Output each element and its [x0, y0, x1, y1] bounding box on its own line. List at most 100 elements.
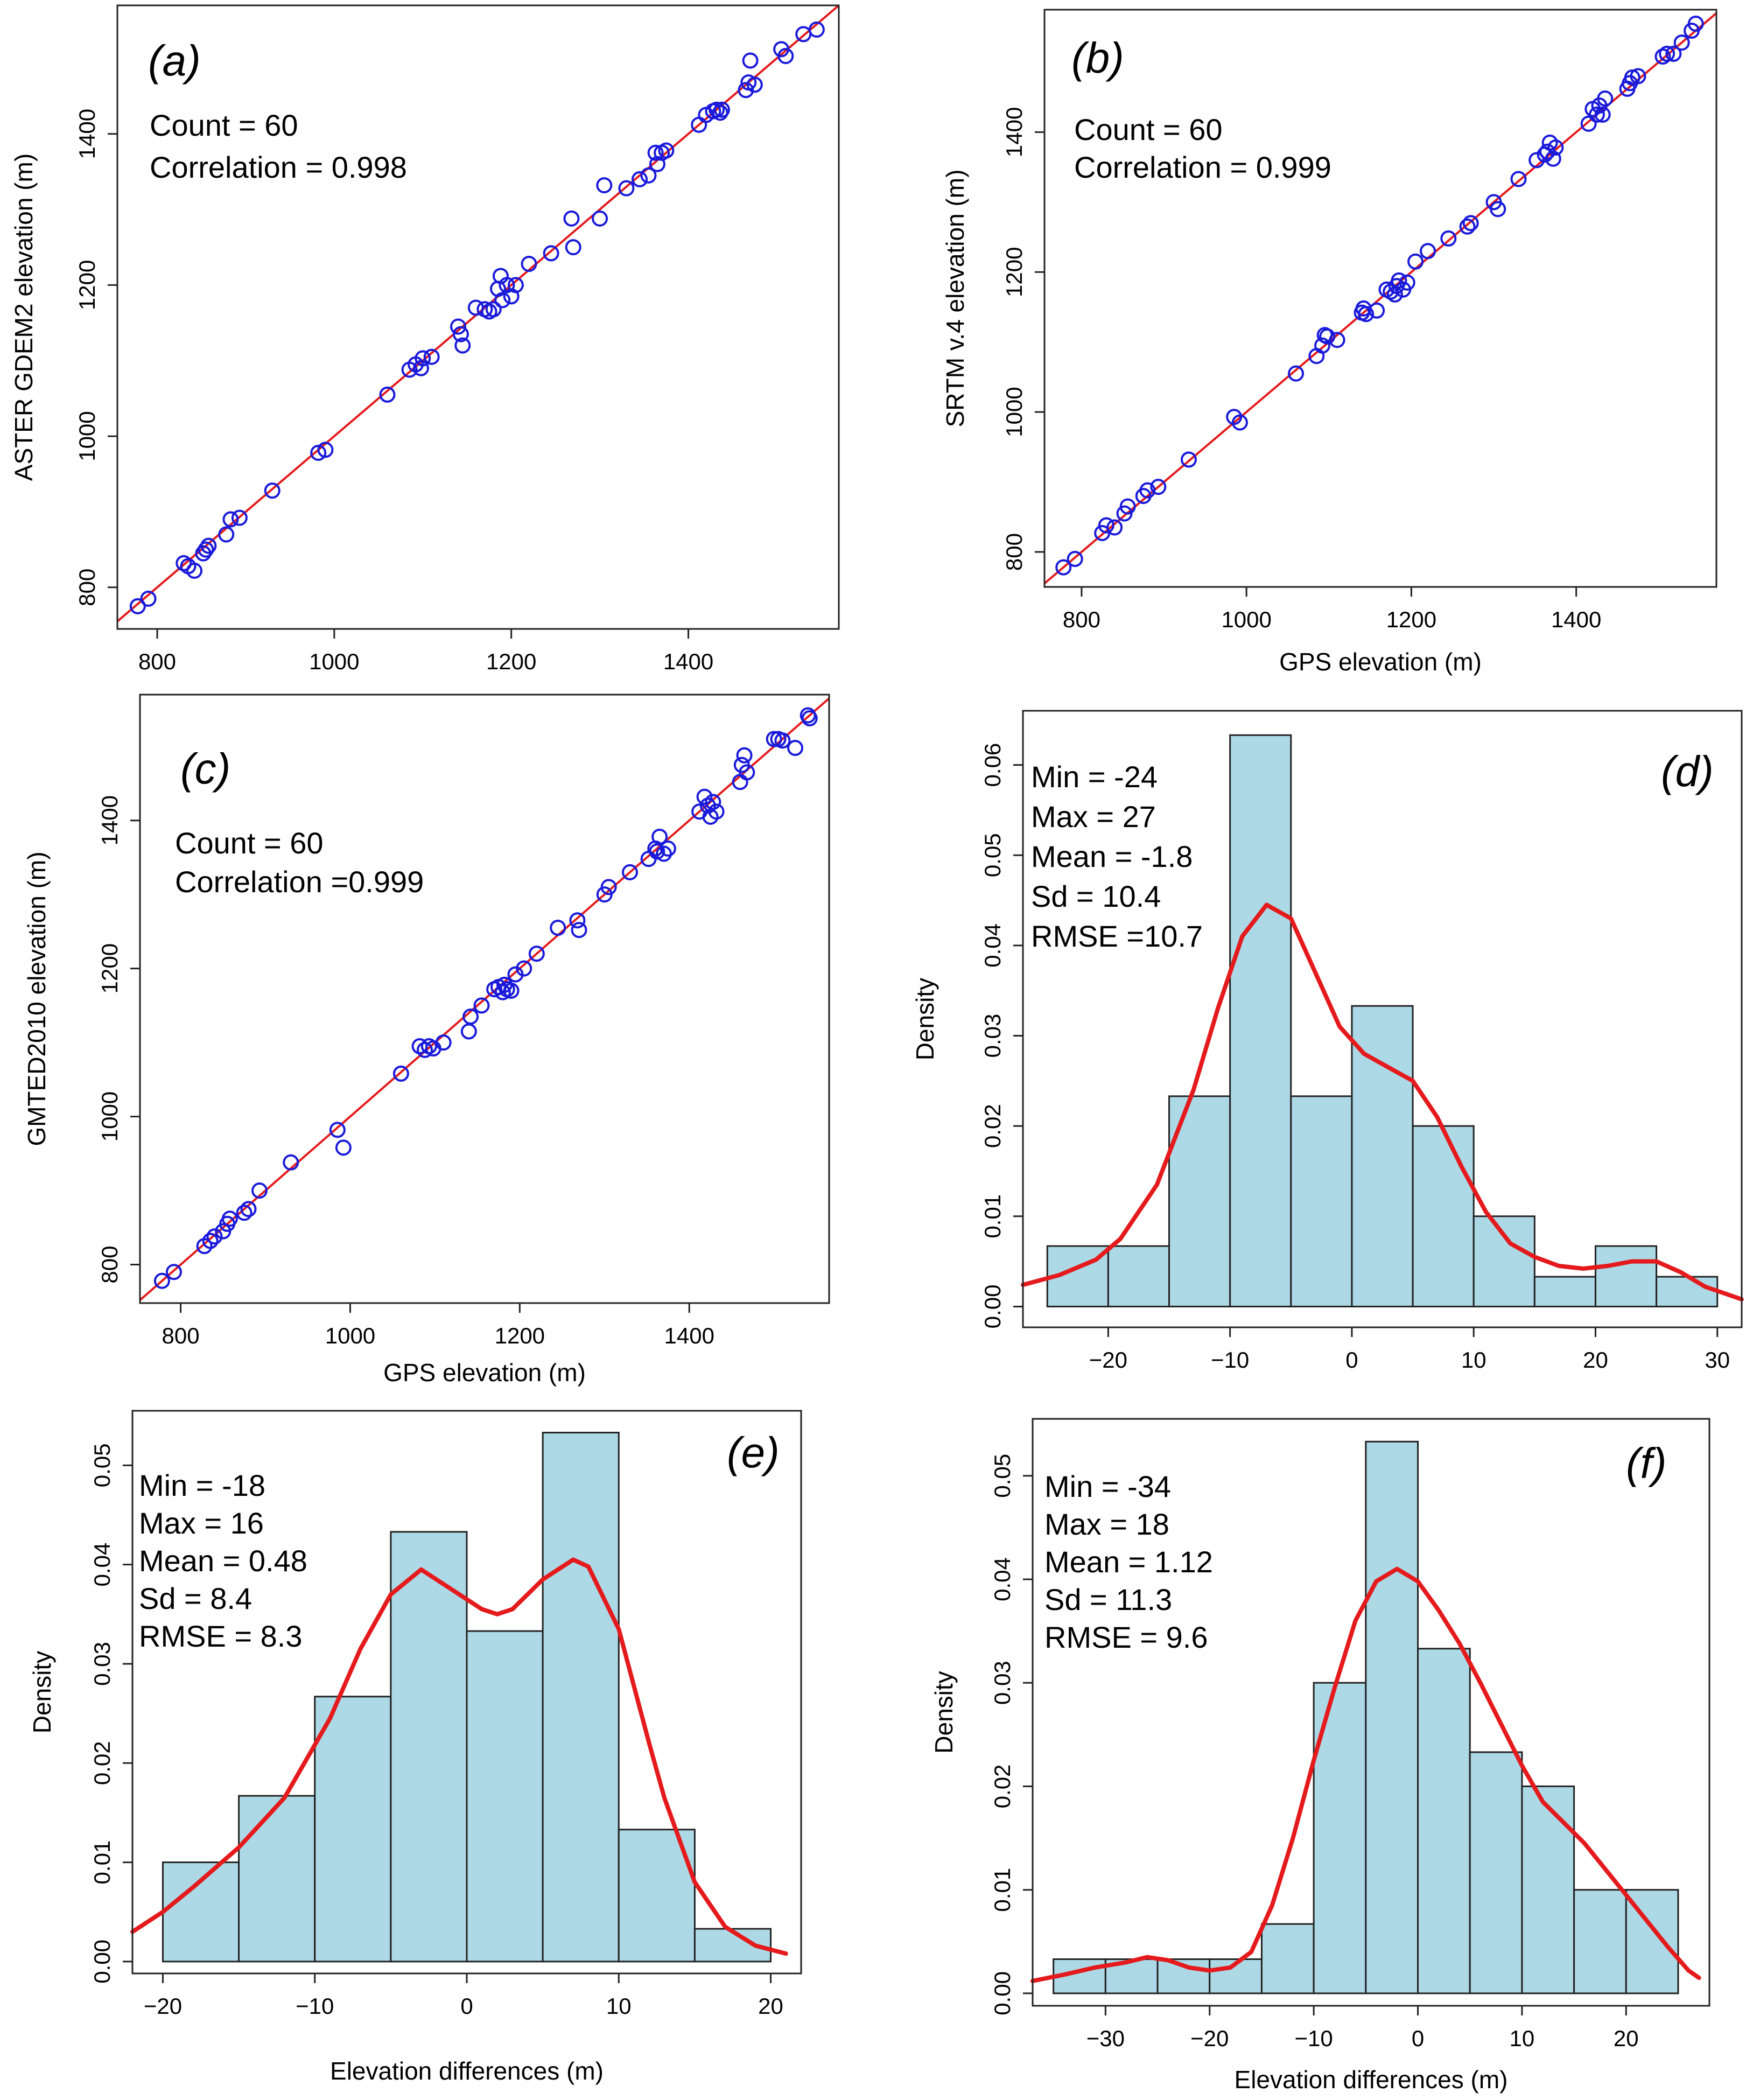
data-point [222, 511, 239, 528]
data-point [202, 1233, 219, 1249]
y-tick-label: 1200 [97, 943, 122, 993]
x-tick-label: 1200 [1386, 607, 1436, 632]
data-point [221, 1210, 238, 1227]
data-point [1067, 551, 1083, 568]
data-point [516, 960, 532, 977]
data-point [521, 256, 537, 272]
x-tick-label: 1400 [663, 649, 713, 674]
histogram-bar [314, 1696, 392, 1963]
plot-frame [116, 4, 840, 630]
data-point [569, 912, 586, 929]
stat-annotation: Min = -18 [139, 1468, 265, 1502]
data-point [460, 1023, 477, 1040]
data-point [1654, 48, 1671, 65]
data-point [528, 946, 545, 962]
data-point [165, 1264, 182, 1280]
density-curve [1030, 1566, 1701, 1983]
y-tick-label: 0.01 [990, 1868, 1015, 1912]
stat-annotation: Mean = 0.48 [139, 1544, 307, 1578]
data-point [1510, 171, 1527, 187]
data-point [801, 710, 818, 726]
y-tick-label: 0.04 [89, 1543, 115, 1587]
data-point [218, 526, 235, 543]
data-point [1440, 230, 1457, 247]
x-tick-label: 800 [162, 1323, 200, 1348]
x-tick-label: 1000 [325, 1323, 375, 1348]
data-point [494, 292, 511, 309]
y-tick-label: 1000 [97, 1091, 122, 1142]
x-tick-label: −20 [1089, 1347, 1127, 1373]
data-point [592, 210, 608, 227]
histogram-bar [1594, 1245, 1658, 1307]
y-tick-label: 0.05 [980, 833, 1005, 877]
data-point [1150, 479, 1167, 495]
data-point [452, 326, 469, 342]
data-point [596, 177, 613, 194]
y-tick-label: 0.01 [89, 1840, 115, 1885]
histogram-bar [542, 1432, 620, 1963]
data-point [283, 1154, 299, 1171]
data-point [450, 318, 467, 335]
x-tick-label: 20 [1583, 1347, 1608, 1373]
y-tick-label: 1000 [1001, 387, 1027, 437]
density-curve [1021, 902, 1744, 1301]
x-tick-label: 1200 [486, 649, 536, 674]
y-tick-label: 1400 [97, 795, 122, 845]
data-point [1588, 106, 1605, 123]
data-point [236, 1205, 253, 1221]
data-point [206, 1228, 223, 1245]
y-tick-label: 0.03 [980, 1014, 1005, 1058]
x-tick-label: 10 [1461, 1347, 1486, 1373]
data-point [1459, 218, 1476, 235]
y-axis-label: Density [28, 1651, 56, 1733]
data-point [1545, 150, 1561, 167]
data-point [1594, 106, 1611, 123]
data-point [1547, 139, 1564, 156]
y-tick-label: 0.00 [980, 1285, 1005, 1329]
panel-label: (a) [148, 37, 201, 85]
histogram-bar [1417, 1648, 1471, 1994]
panel-b: 800 1000 1200 1400 800 1000 1200 1400 SRTM v.4 e… [941, 9, 1717, 676]
data-point [632, 171, 648, 187]
data-point [423, 348, 440, 365]
data-point [494, 984, 511, 1000]
data-point [766, 731, 782, 747]
data-point [415, 350, 431, 367]
y-tick-label: 0.06 [980, 743, 1005, 787]
data-point [1386, 286, 1403, 303]
y-tick-label: 0.04 [990, 1557, 1015, 1601]
data-point [1358, 306, 1375, 323]
stat-annotation: Sd = 11.3 [1044, 1583, 1172, 1616]
stat-annotation: Mean = -1.8 [1031, 839, 1193, 873]
stat-annotation: Min = -24 [1031, 760, 1158, 794]
x-tick-label: −20 [144, 1993, 182, 2019]
y-tick-label: 0.04 [980, 923, 1005, 968]
x-axis-label: Elevation differences (m) [1235, 2066, 1508, 2094]
data-point [1673, 34, 1690, 51]
x-tick-label: 0 [1345, 1347, 1358, 1373]
data-point [1665, 45, 1682, 62]
x-axis-label: GPS elevation (m) [383, 1359, 586, 1387]
data-point [435, 1034, 452, 1051]
data-point [1329, 332, 1345, 348]
y-tick-label: 800 [1001, 533, 1027, 571]
x-axis-label: GPS elevation (m) [1279, 648, 1482, 676]
density-curve [130, 1557, 788, 1956]
plot-frame [1043, 9, 1717, 588]
y-tick-label: 1200 [1001, 247, 1027, 297]
data-point [186, 562, 203, 579]
x-tick-label: 800 [1063, 607, 1100, 632]
data-point [736, 747, 753, 764]
stat-annotation: Count = 60 [1074, 113, 1223, 146]
data-point [329, 1122, 346, 1138]
data-point [1490, 201, 1506, 218]
stat-annotation: RMSE = 8.3 [139, 1619, 302, 1653]
y-tick-label: 0.03 [89, 1642, 115, 1686]
data-point [1630, 68, 1646, 85]
histogram-bar [1656, 1276, 1719, 1307]
data-point [264, 482, 281, 499]
data-point [1420, 243, 1436, 260]
data-point [1106, 519, 1123, 536]
data-point [777, 48, 794, 65]
